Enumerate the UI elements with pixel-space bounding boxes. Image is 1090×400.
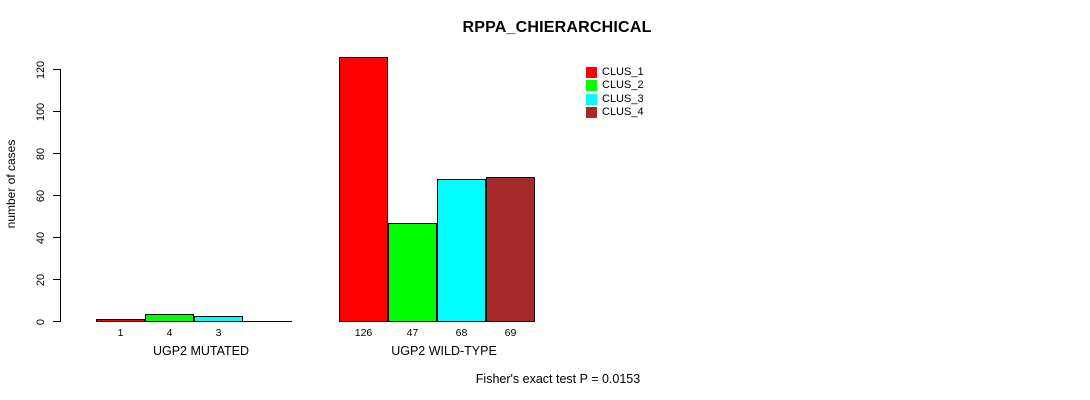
y-axis-label: number of cases — [4, 139, 18, 229]
legend-swatch-clus_3 — [586, 93, 597, 105]
y-axis-tick — [53, 237, 60, 238]
bar-clus-4-ugp2-wild-type — [486, 177, 535, 322]
y-axis-tick-label: 120 — [35, 60, 47, 79]
bar-value-label: 68 — [455, 327, 468, 339]
y-axis-tick — [53, 195, 60, 196]
bar-value-label: 4 — [166, 327, 173, 339]
chart-title: RPPA_CHIERARCHICAL — [462, 19, 652, 36]
x-axis-group-label: UGP2 WILD-TYPE — [391, 344, 497, 358]
bar-clus-1-ugp2-mutated — [96, 319, 145, 322]
y-axis-tick-label: 20 — [35, 273, 47, 286]
legend-swatch-clus_2 — [586, 79, 597, 91]
y-axis-line — [60, 69, 61, 322]
y-axis-tick — [53, 153, 60, 154]
y-axis-tick-label: 40 — [35, 231, 47, 244]
legend-label-clus_4: CLUS_4 — [602, 105, 644, 118]
bar-clus-4-ugp2-mutated — [243, 321, 292, 322]
legend-item-clus_2: CLUS_2 — [586, 79, 644, 91]
legend-swatch-clus_4 — [586, 106, 597, 118]
bar-clus-3-ugp2-wild-type — [437, 179, 486, 322]
bar-value-label: 47 — [406, 327, 419, 339]
bar-clus-3-ugp2-mutated — [194, 316, 243, 322]
y-axis-tick — [53, 111, 60, 112]
y-axis-tick-label: 100 — [35, 102, 47, 121]
bar-value-label: 3 — [215, 327, 222, 339]
y-axis-tick-label: 80 — [35, 147, 47, 160]
y-axis-tick — [53, 321, 60, 322]
footnote-text: Fisher's exact test P = 0.0153 — [475, 372, 641, 386]
bar-value-label: 126 — [354, 327, 373, 339]
legend-label-clus_1: CLUS_1 — [602, 65, 644, 78]
legend-item-clus_3: CLUS_3 — [586, 93, 644, 105]
legend-label-clus_3: CLUS_3 — [602, 92, 644, 105]
bar-clus-2-ugp2-mutated — [145, 314, 194, 322]
bar-value-label: 1 — [117, 327, 124, 339]
legend-item-clus_1: CLUS_1 — [586, 66, 644, 78]
legend-label-clus_2: CLUS_2 — [602, 78, 644, 91]
y-axis-tick-label: 0 — [35, 318, 47, 325]
y-axis-tick-label: 60 — [35, 189, 47, 202]
y-axis-tick — [53, 69, 60, 70]
bar-clus-1-ugp2-wild-type — [339, 57, 388, 322]
y-axis-tick — [53, 279, 60, 280]
bar-clus-2-ugp2-wild-type — [388, 223, 437, 322]
bar-value-label: 69 — [504, 327, 517, 339]
legend-swatch-clus_1 — [586, 66, 597, 78]
x-axis-group-label: UGP2 MUTATED — [152, 344, 250, 358]
legend-item-clus_4: CLUS_4 — [586, 106, 644, 118]
